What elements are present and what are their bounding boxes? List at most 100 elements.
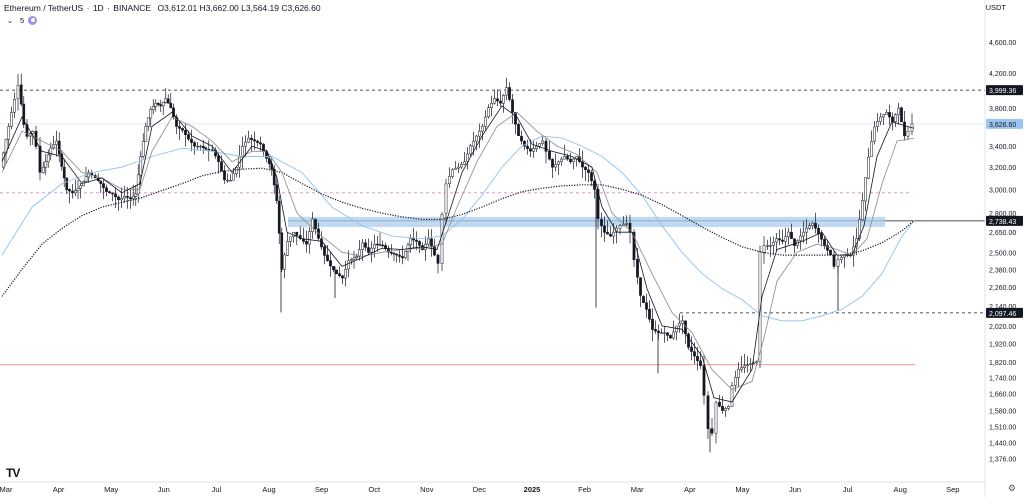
candle-body: [784, 236, 787, 242]
y-tick-label: 2,260.00: [989, 285, 1016, 292]
candle-body: [308, 231, 311, 245]
candle-body: [639, 277, 642, 296]
candle-body: [769, 245, 772, 247]
moving-averages: [1, 105, 915, 403]
candle-body: [541, 140, 544, 144]
candle-body: [675, 325, 678, 333]
candle-body: [280, 232, 284, 270]
x-tick-label: Jul: [212, 485, 222, 494]
candle-body: [401, 256, 404, 259]
candle-body: [355, 256, 359, 259]
candle-body: [204, 147, 208, 150]
price-tag-label: 2,097.46: [989, 311, 1016, 318]
candle-body: [272, 168, 276, 186]
candle-body: [149, 109, 153, 119]
y-tick-label: 3,800.00: [989, 106, 1016, 113]
candles: [1, 73, 914, 453]
candle-body: [612, 231, 615, 237]
exchange-label: BINANCE: [113, 3, 152, 13]
candle-body: [154, 103, 158, 107]
candle-body: [7, 126, 11, 140]
candle-body: [714, 402, 718, 434]
interval-label[interactable]: 1D: [92, 3, 104, 13]
candle-body: [139, 156, 143, 176]
currency-label[interactable]: USDT: [985, 3, 1006, 12]
time-axis[interactable]: Mar Apr May Jun Jul Aug Sep Oct Nov Dec 2025 Feb Mar…: [0, 481, 985, 494]
y-tick-label: 1,510.00: [989, 424, 1016, 431]
x-tick-label: Dec: [473, 485, 487, 494]
support-zone: [288, 216, 885, 227]
candle-body: [332, 266, 335, 271]
candle-body: [490, 103, 493, 109]
y-tick-label: 1,660.00: [989, 392, 1016, 399]
symbol-name[interactable]: Ethereum / TetherUS: [4, 3, 84, 13]
tradingview-logo[interactable]: TV: [6, 466, 20, 480]
candle-body: [805, 227, 808, 233]
candle-body: [799, 235, 802, 241]
candle-body: [444, 183, 448, 214]
gear-icon[interactable]: ⚙: [1007, 483, 1016, 493]
indicator-length[interactable]: 5: [20, 15, 25, 25]
candle-body: [672, 331, 675, 339]
candle-body: [790, 231, 793, 239]
candle-body: [657, 330, 660, 334]
candle-body: [57, 140, 61, 155]
candle-body: [572, 158, 575, 162]
candle-body: [289, 236, 292, 242]
candle-body: [502, 95, 505, 104]
candle-body: [832, 254, 836, 267]
candle-body: [427, 238, 430, 245]
candle-body: [326, 254, 329, 261]
candle-body: [808, 225, 811, 229]
candle-body: [358, 249, 361, 257]
candle-body: [710, 428, 714, 434]
candle-body: [544, 140, 548, 152]
candle-body: [734, 376, 737, 386]
chevron-down-icon[interactable]: ⌄: [6, 15, 14, 25]
candle-body: [250, 137, 253, 140]
candle-body: [876, 121, 879, 127]
circle-icon[interactable]: [28, 15, 38, 25]
candle-body: [256, 140, 259, 143]
candle-body: [740, 367, 743, 370]
price-axis[interactable]: 4,600.00 4,200.00 3,800.00 3,400.00 3,200.00…: [984, 0, 1016, 497]
x-tick-label: Mar: [631, 485, 644, 494]
candle-body: [283, 254, 286, 270]
candle-body: [38, 145, 42, 173]
x-tick-label: Apr: [53, 485, 65, 494]
candle-body: [381, 244, 385, 247]
candle-body: [415, 239, 418, 242]
candle-body: [460, 164, 463, 168]
candle-body: [141, 141, 145, 157]
candle-body: [41, 166, 45, 173]
candle-body: [389, 252, 393, 254]
candle-body: [514, 112, 517, 125]
candle-body: [16, 84, 20, 100]
x-tick-label: Mar: [0, 485, 13, 494]
y-tick-label: 1,580.00: [989, 409, 1016, 416]
candle-body: [156, 102, 160, 105]
candle-body: [469, 145, 472, 155]
x-tick-label: Jul: [843, 485, 853, 494]
candle-body: [529, 148, 532, 152]
candle-body: [418, 241, 421, 246]
symbol-header: Ethereum / TetherUS · 1D · BINANCE O3,61…: [4, 3, 321, 13]
x-tick-label: Jun: [789, 485, 801, 494]
candle-body: [164, 98, 168, 103]
candle-body: [526, 145, 529, 149]
candle-body: [724, 408, 727, 411]
candle-body: [702, 365, 706, 396]
candle-body: [193, 142, 196, 147]
candle-body: [210, 149, 214, 151]
candle-body: [560, 158, 563, 162]
candle-body: [858, 219, 861, 239]
candle-body: [906, 131, 910, 137]
candle-body: [772, 241, 775, 246]
y-tick-label: 2,800.00: [989, 211, 1016, 218]
candle-body: [430, 238, 433, 248]
candle-body: [609, 233, 612, 237]
candle-body: [660, 332, 663, 334]
candle-body: [184, 130, 187, 135]
